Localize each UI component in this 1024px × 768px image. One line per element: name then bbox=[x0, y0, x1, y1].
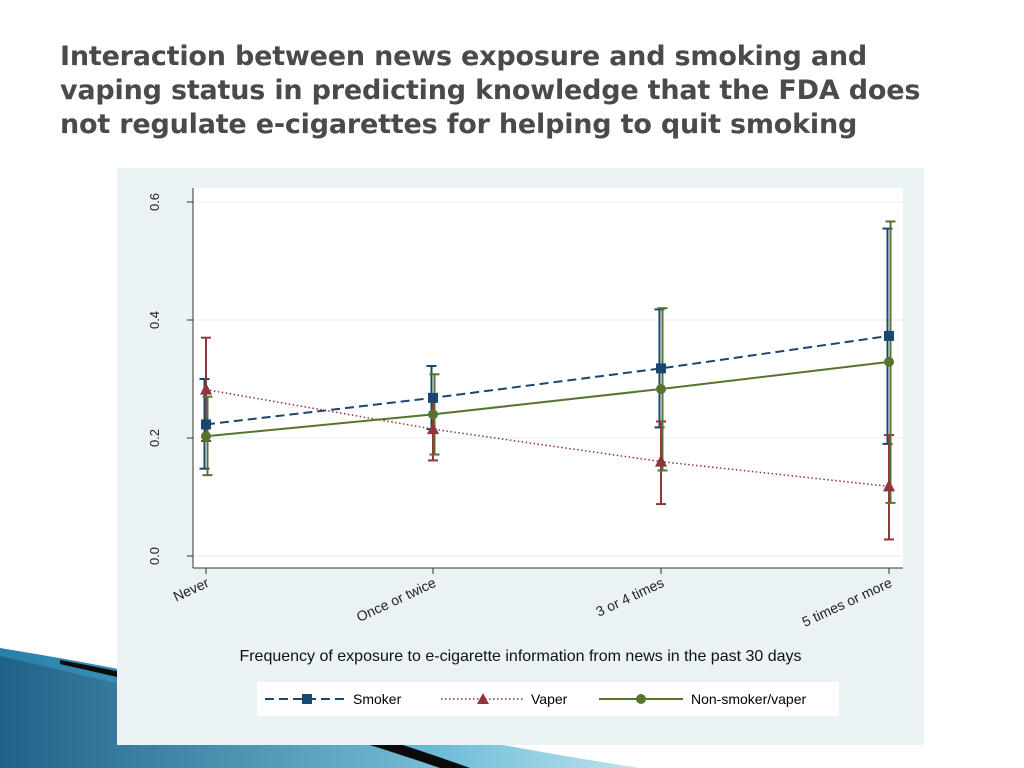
legend-swatch-vaper bbox=[441, 693, 525, 704]
legend-label-non-smoker-vaper: Non-smoker/vaper bbox=[691, 691, 807, 707]
data-point-vaper bbox=[427, 422, 439, 435]
data-point-smoker bbox=[884, 330, 894, 341]
data-point-non-smoker-vaper bbox=[656, 384, 666, 395]
chart-legend: Smoker Vaper Non-smoker/vaper bbox=[257, 682, 839, 716]
data-point-smoker bbox=[428, 392, 438, 403]
x-tick-label: 5 times or more bbox=[799, 574, 894, 630]
series-line-non-smoker-vaper bbox=[205, 360, 890, 438]
x-tick-label: 3 or 4 times bbox=[593, 574, 666, 619]
x-tick-label: Never bbox=[171, 574, 212, 604]
slide-title: Interaction between news exposure and sm… bbox=[60, 41, 921, 140]
x-tick-label: Once or twice bbox=[354, 574, 439, 625]
data-point-vaper bbox=[655, 454, 667, 467]
data-point-vaper bbox=[883, 479, 895, 492]
data-point-smoker bbox=[656, 363, 666, 374]
plot-area bbox=[193, 188, 903, 568]
data-point-vaper bbox=[200, 382, 212, 395]
legend-label-smoker: Smoker bbox=[353, 691, 402, 707]
y-tick-label: 0.6 bbox=[147, 193, 162, 211]
data-point-non-smoker-vaper bbox=[884, 356, 894, 367]
data-point-non-smoker-vaper bbox=[201, 431, 211, 442]
legend-swatch-smoker bbox=[265, 694, 349, 704]
y-tick-label: 0.0 bbox=[147, 547, 162, 565]
legend-label-vaper: Vaper bbox=[531, 691, 568, 707]
y-tick-label: 0.4 bbox=[147, 311, 162, 329]
data-point-non-smoker-vaper bbox=[428, 409, 438, 420]
y-tick-label: 0.2 bbox=[147, 429, 162, 447]
series-line-smoker bbox=[205, 334, 890, 426]
x-axis-title: Frequency of exposure to e-cigarette inf… bbox=[239, 648, 802, 665]
data-point-smoker bbox=[201, 419, 211, 430]
legend-swatch-non-smoker-vaper bbox=[599, 694, 683, 704]
